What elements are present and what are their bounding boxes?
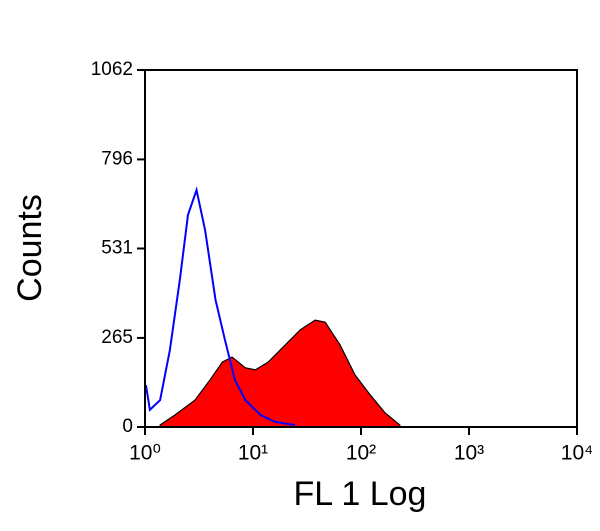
y-tick-label: 265	[101, 327, 133, 348]
x-axis-title: FL 1 Log	[294, 475, 427, 513]
plot-frame	[144, 69, 578, 428]
y-tick-label: 0	[122, 416, 133, 437]
x-tick-label: 10³	[454, 442, 484, 465]
y-tick-label: 796	[101, 148, 133, 169]
histogram-line	[144, 186, 296, 426]
histogram-area	[159, 319, 401, 428]
y-axis-title: Counts	[11, 194, 49, 302]
y-tick-label: 1062	[91, 59, 133, 80]
x-tick-label: 10¹	[238, 442, 268, 465]
x-tick-label: 10⁴	[561, 442, 593, 465]
y-tick-label: 531	[101, 238, 133, 259]
x-tick-label: 10⁰	[129, 442, 161, 465]
x-tick-label: 10²	[346, 442, 376, 465]
